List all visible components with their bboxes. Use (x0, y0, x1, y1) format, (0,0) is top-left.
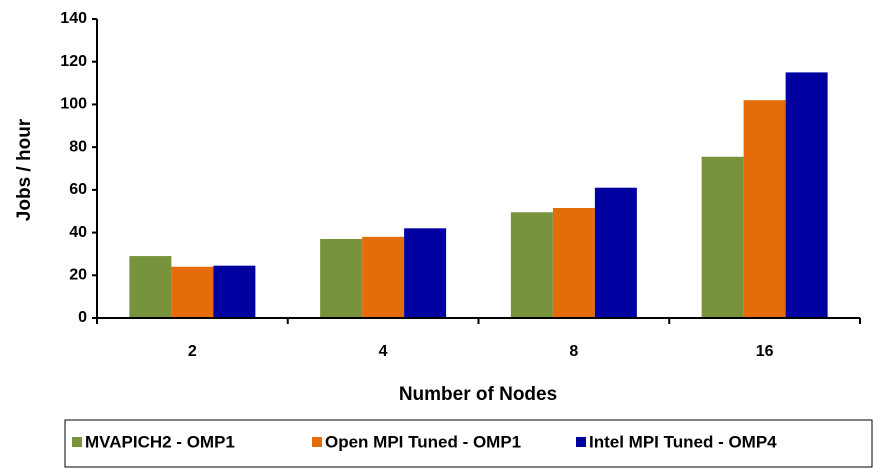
bar (129, 256, 172, 318)
x-tick-label: 2 (188, 343, 197, 360)
x-tick-label: 4 (379, 343, 388, 360)
bar (785, 72, 828, 319)
x-axis-label: Number of Nodes (399, 384, 557, 405)
bar (701, 156, 744, 318)
x-tick-label: 8 (569, 343, 578, 360)
x-tick-label: 16 (756, 343, 774, 360)
bar (404, 228, 447, 318)
y-tick-label: 40 (69, 224, 87, 241)
legend-swatch (312, 437, 322, 447)
bar (362, 236, 405, 318)
bar (320, 238, 363, 318)
y-tick-label: 60 (69, 181, 87, 198)
legend-swatch (72, 437, 82, 447)
y-tick-label: 120 (60, 53, 87, 70)
bar (213, 265, 256, 318)
bar (743, 100, 786, 319)
y-tick-label: 140 (60, 10, 87, 27)
y-tick-label: 0 (78, 309, 87, 326)
bar (594, 187, 637, 318)
y-tick-label: 20 (69, 267, 87, 284)
y-tick-label: 100 (60, 96, 87, 113)
bar (552, 208, 595, 318)
bar (510, 212, 553, 318)
legend-box (64, 419, 873, 468)
y-tick-label: 80 (69, 138, 87, 155)
bar (171, 266, 214, 318)
legend-label: Open MPI Tuned - OMP1 (325, 432, 521, 451)
legend-swatch (576, 437, 586, 447)
legend-label: Intel MPI Tuned - OMP4 (589, 432, 777, 451)
y-axis-label: Jobs / hour (14, 118, 35, 221)
legend-label: MVAPICH2 - OMP1 (85, 432, 235, 451)
